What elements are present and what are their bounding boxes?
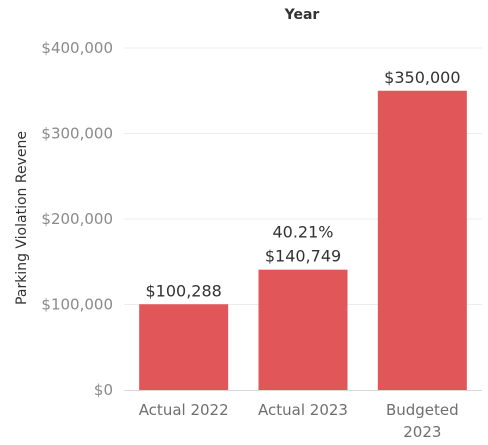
category-label: Actual 2022	[139, 401, 229, 419]
bar	[377, 90, 467, 390]
y-axis-title: Parking Violation Revene	[14, 131, 30, 305]
bar	[258, 269, 348, 390]
bar	[139, 304, 229, 390]
data-label: $140,749	[265, 247, 341, 266]
y-tick-label: $0	[94, 381, 113, 399]
x-axis-title: Year	[284, 7, 320, 23]
y-tick-label: $300,000	[41, 125, 113, 143]
y-tick-label: $200,000	[41, 210, 113, 228]
y-tick-label: $100,000	[41, 296, 113, 314]
data-label: 40.21%	[272, 223, 333, 242]
data-labels: $100,288 40.21% $140,749 $350,000	[145, 68, 460, 301]
bars	[139, 90, 467, 390]
data-label: $100,288	[145, 281, 221, 300]
data-label: $350,000	[384, 68, 460, 87]
category-labels: Actual 2022 Actual 2023 Budgeted 2023	[139, 401, 459, 441]
y-tick-label: $400,000	[41, 39, 113, 57]
category-label: 2023	[403, 423, 441, 441]
category-label: Budgeted	[386, 401, 459, 419]
y-axis-ticks: $0 $100,000 $200,000 $300,000 $400,000	[41, 39, 113, 399]
category-label: Actual 2023	[258, 401, 348, 419]
